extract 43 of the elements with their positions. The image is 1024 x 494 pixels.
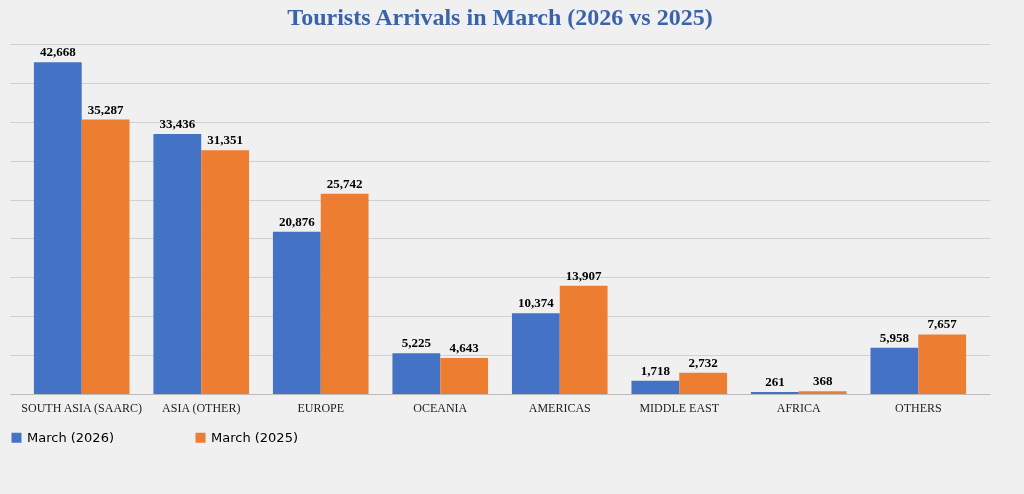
data-label: 7,657 xyxy=(927,316,958,332)
bar xyxy=(631,380,680,394)
data-label: 20,876 xyxy=(278,213,316,229)
bar xyxy=(511,313,560,394)
x-tick-label: SOUTH ASIA (SAARC) xyxy=(21,400,143,415)
x-tick-label: EUROPE xyxy=(297,400,345,415)
legend-label: March (2026) xyxy=(27,429,114,445)
data-label: 33,436 xyxy=(159,115,196,131)
bar xyxy=(272,231,321,394)
data-label: 261 xyxy=(765,373,785,389)
data-label: 5,958 xyxy=(879,329,910,345)
data-label: 1,718 xyxy=(640,362,671,378)
x-tick-label: AMERICAS xyxy=(528,400,591,415)
x-tick-label: OCEANIA xyxy=(413,400,468,415)
data-label: 31,351 xyxy=(207,132,243,148)
x-tick-label: MIDDLE EAST xyxy=(639,400,720,415)
bar xyxy=(918,334,967,394)
bar xyxy=(870,347,919,394)
bar xyxy=(201,150,250,394)
bar xyxy=(392,353,441,394)
x-tick-label: AFRICA xyxy=(776,400,822,415)
data-label: 2,732 xyxy=(688,354,718,370)
bar xyxy=(440,357,489,394)
data-label: 5,225 xyxy=(401,335,432,351)
data-label: 13,907 xyxy=(565,267,603,283)
bar xyxy=(750,391,799,394)
bar xyxy=(798,391,847,394)
chart-title: Tourists Arrivals in March (2026 vs 2025) xyxy=(287,4,713,30)
data-label: 42,668 xyxy=(39,44,77,60)
bar xyxy=(679,372,728,394)
bar xyxy=(33,62,82,394)
data-label: 4,643 xyxy=(449,339,480,355)
data-label: 10,374 xyxy=(517,295,555,311)
bar xyxy=(153,133,202,394)
bar xyxy=(559,285,608,394)
bar xyxy=(320,193,369,394)
data-label: 35,287 xyxy=(87,101,124,117)
data-label: 25,742 xyxy=(326,175,363,191)
data-label: 368 xyxy=(812,373,833,389)
bar xyxy=(81,119,130,394)
legend-label: March (2025) xyxy=(211,429,298,445)
x-tick-label: ASIA (OTHER) xyxy=(162,400,241,415)
x-tick-label: OTHERS xyxy=(894,400,942,415)
